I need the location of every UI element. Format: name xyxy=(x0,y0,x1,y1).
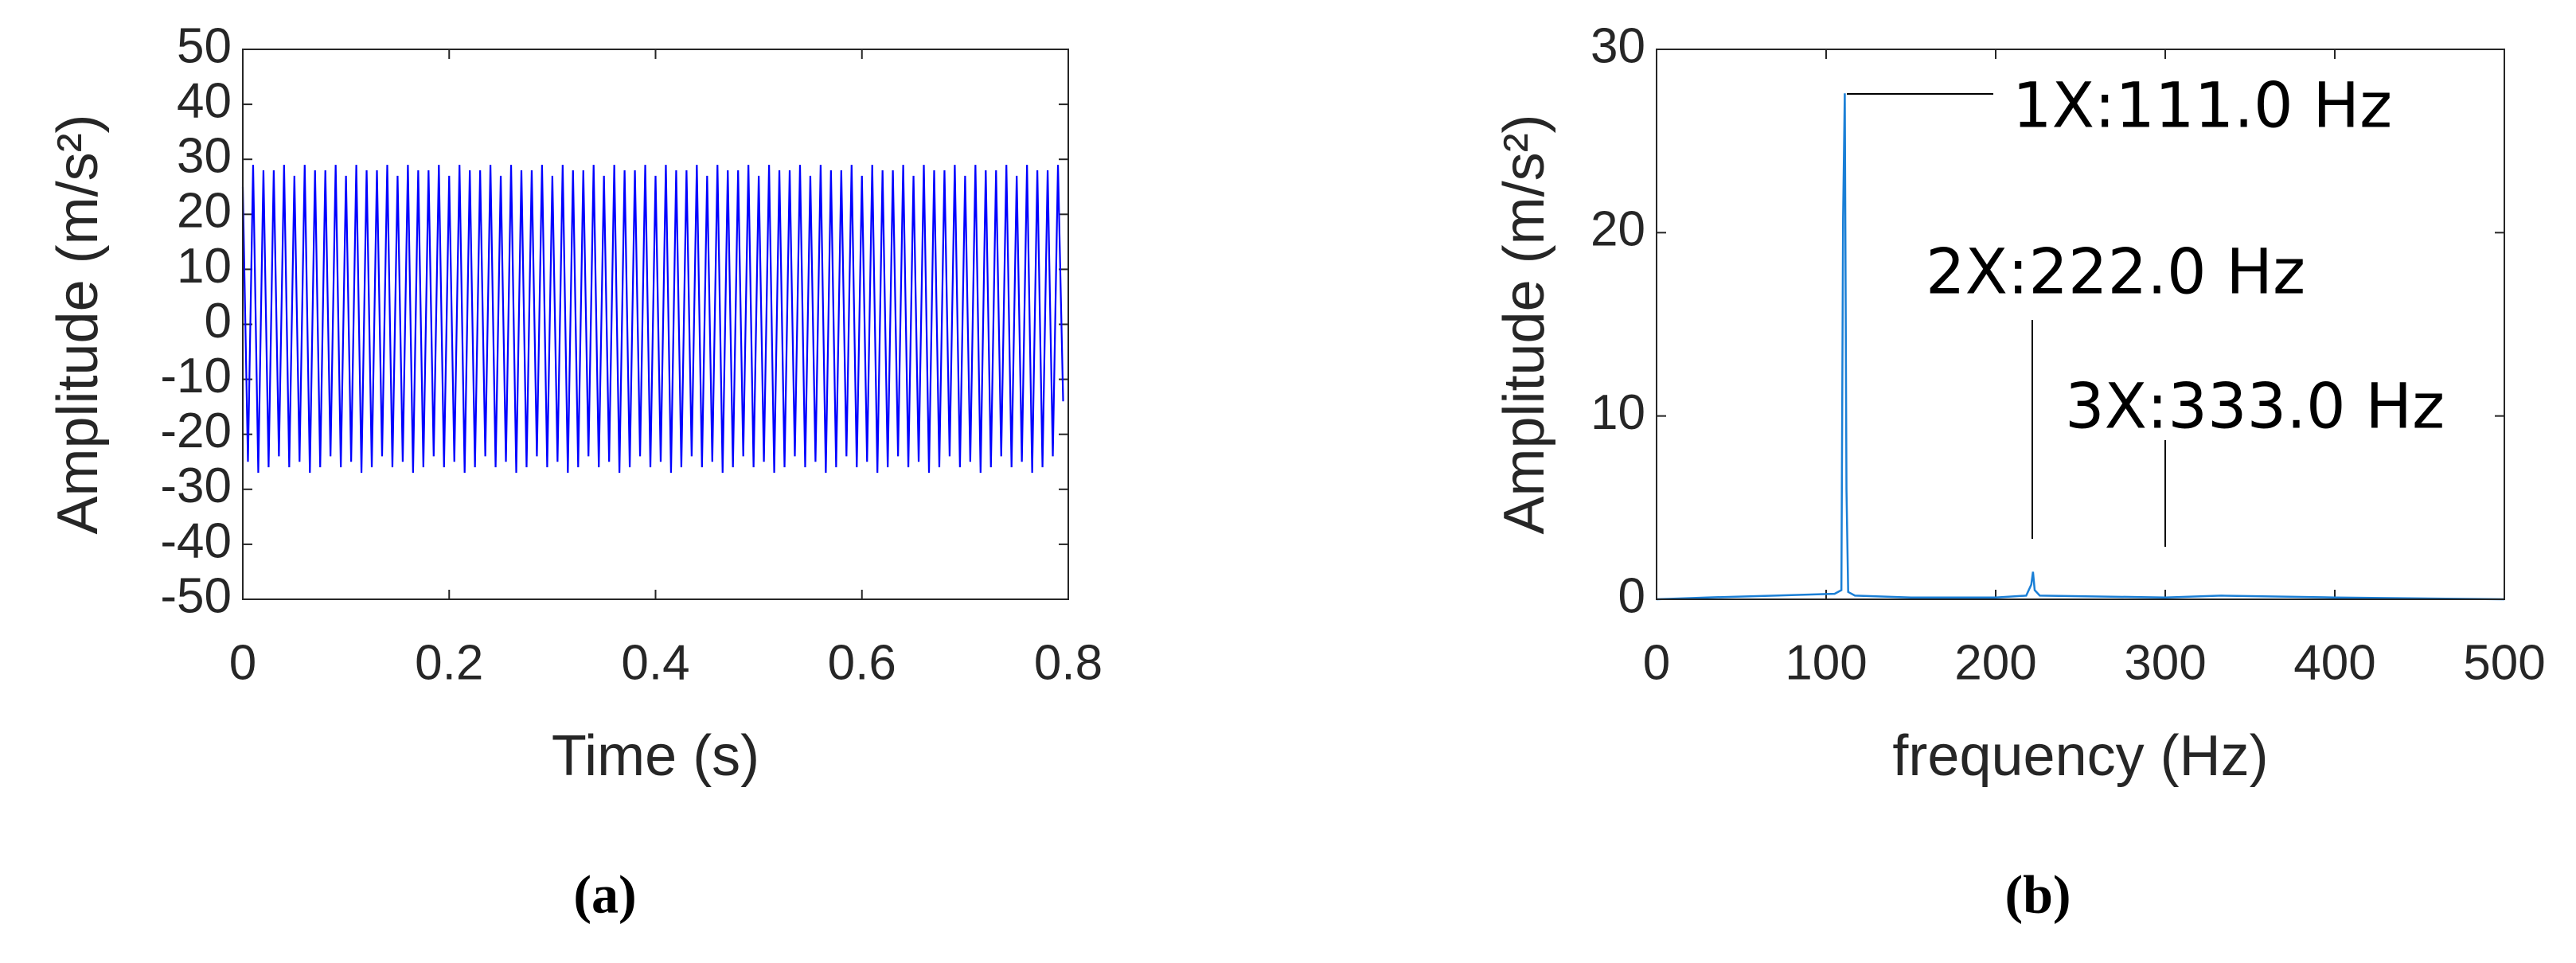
y-tick-label: 0 xyxy=(1618,568,1645,623)
y-tick-label: 50 xyxy=(177,18,232,73)
x-tick-label: 500 xyxy=(2463,635,2545,690)
annotation: 1X:111.0 Hz xyxy=(2012,70,2392,142)
x-axis-label: frequency (Hz) xyxy=(1892,724,2268,788)
x-tick-label: 0.8 xyxy=(1034,635,1103,690)
axes-box xyxy=(1656,49,2505,600)
y-tick-label: -50 xyxy=(160,568,232,623)
y-tick-label: 10 xyxy=(1590,385,1645,440)
panel-label: (b) xyxy=(2004,864,2071,925)
x-tick-label: 0.6 xyxy=(828,635,896,690)
y-tick-label: 40 xyxy=(177,73,232,128)
y-tick-label: 10 xyxy=(177,239,232,294)
x-tick-label: 0 xyxy=(1643,635,1670,690)
y-axis-label: Amplitude (m/s²) xyxy=(1493,114,1556,534)
y-tick-label: -40 xyxy=(160,513,232,568)
y-tick-label: -30 xyxy=(160,458,232,513)
x-tick-label: 200 xyxy=(1954,635,2036,690)
y-axis-label: Amplitude (m/s²) xyxy=(46,114,110,534)
panel-label: (a) xyxy=(573,864,636,925)
x-tick-label: 0 xyxy=(229,635,256,690)
x-tick-label: 300 xyxy=(2124,635,2206,690)
y-tick-label: 20 xyxy=(1590,202,1645,257)
data-line xyxy=(241,165,1064,474)
annotation: 2X:222.0 Hz xyxy=(1926,236,2305,308)
axes-box xyxy=(242,49,1069,600)
x-axis-label: Time (s) xyxy=(552,724,759,788)
x-tick-label: 0.4 xyxy=(621,635,689,690)
y-tick-label: -10 xyxy=(160,349,232,404)
y-tick-label: 30 xyxy=(1590,18,1645,73)
x-tick-label: 100 xyxy=(1785,635,1867,690)
annotation: 3X:333.0 Hz xyxy=(2065,371,2445,443)
y-tick-label: -20 xyxy=(160,404,232,458)
data-line xyxy=(1656,93,2505,601)
x-tick-label: 0.2 xyxy=(415,635,483,690)
y-tick-label: 0 xyxy=(205,294,232,349)
y-tick-label: 30 xyxy=(177,129,232,184)
y-tick-label: 20 xyxy=(177,184,232,239)
x-tick-label: 400 xyxy=(2293,635,2375,690)
